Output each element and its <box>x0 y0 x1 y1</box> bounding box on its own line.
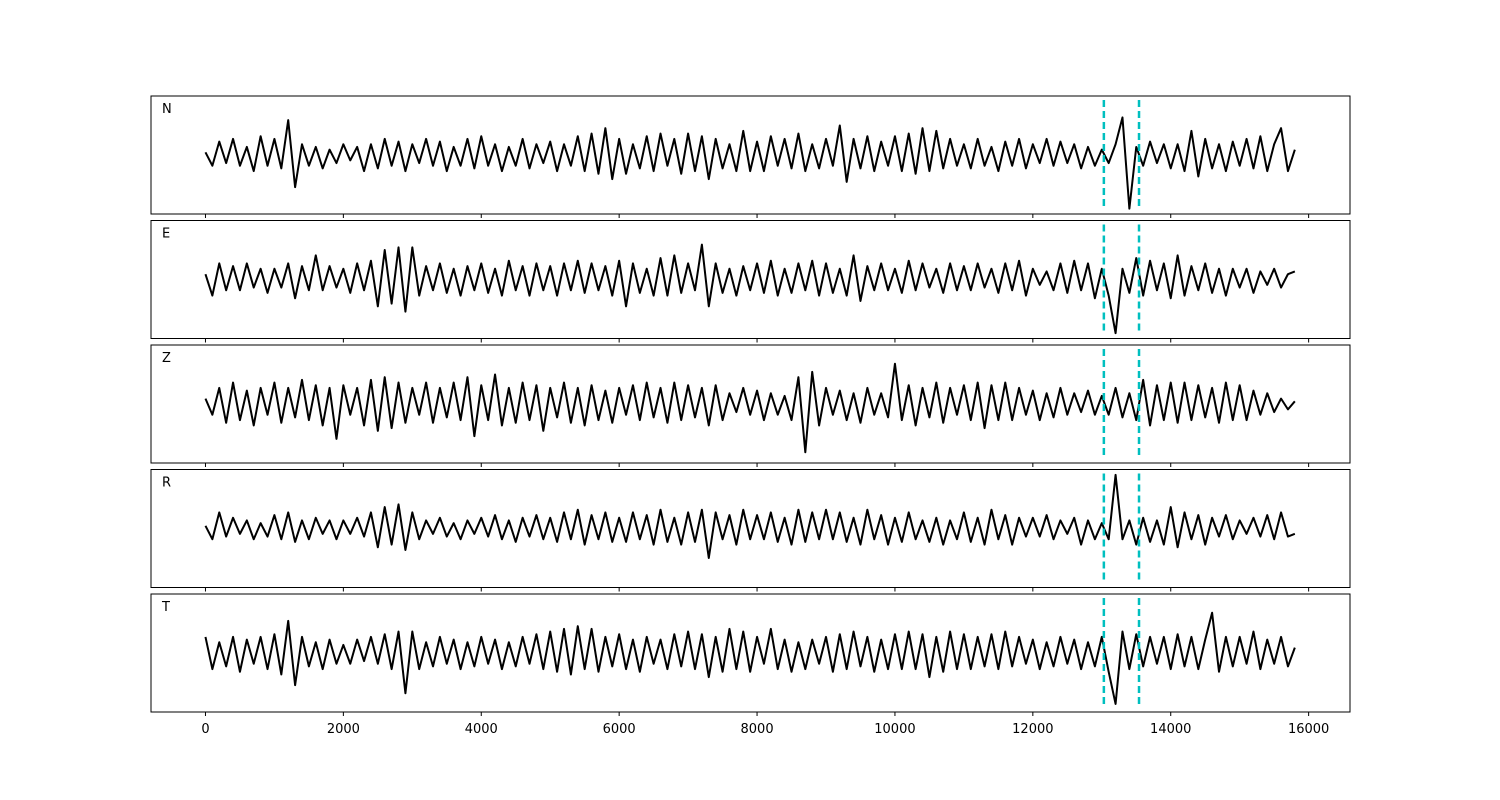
panel-label: N <box>162 102 172 117</box>
x-tick-label: 4000 <box>465 722 498 737</box>
waveform <box>204 611 1296 705</box>
x-tick-label: 6000 <box>603 722 636 737</box>
waveform <box>204 362 1296 454</box>
panel-label: R <box>162 476 171 491</box>
x-tick-label: 2000 <box>327 722 360 737</box>
x-tick-label: 12000 <box>1012 722 1053 737</box>
panel-label: Z <box>162 351 171 366</box>
waveform <box>204 473 1296 559</box>
panel-frame <box>150 469 1351 588</box>
panel-frame <box>150 220 1351 339</box>
waveform <box>204 243 1296 335</box>
x-tick-label: 14000 <box>1150 722 1191 737</box>
panel-label: T <box>161 600 170 615</box>
panel-frame <box>150 593 1351 713</box>
panel-label: E <box>162 227 170 242</box>
x-tick-label: 8000 <box>741 722 774 737</box>
panel-frame <box>150 344 1351 464</box>
x-tick-label: 16000 <box>1288 722 1329 737</box>
x-tick-label: 0 <box>201 722 209 737</box>
x-tick-label: 10000 <box>874 722 915 737</box>
panel-frame <box>150 95 1351 215</box>
waveform <box>204 116 1296 210</box>
